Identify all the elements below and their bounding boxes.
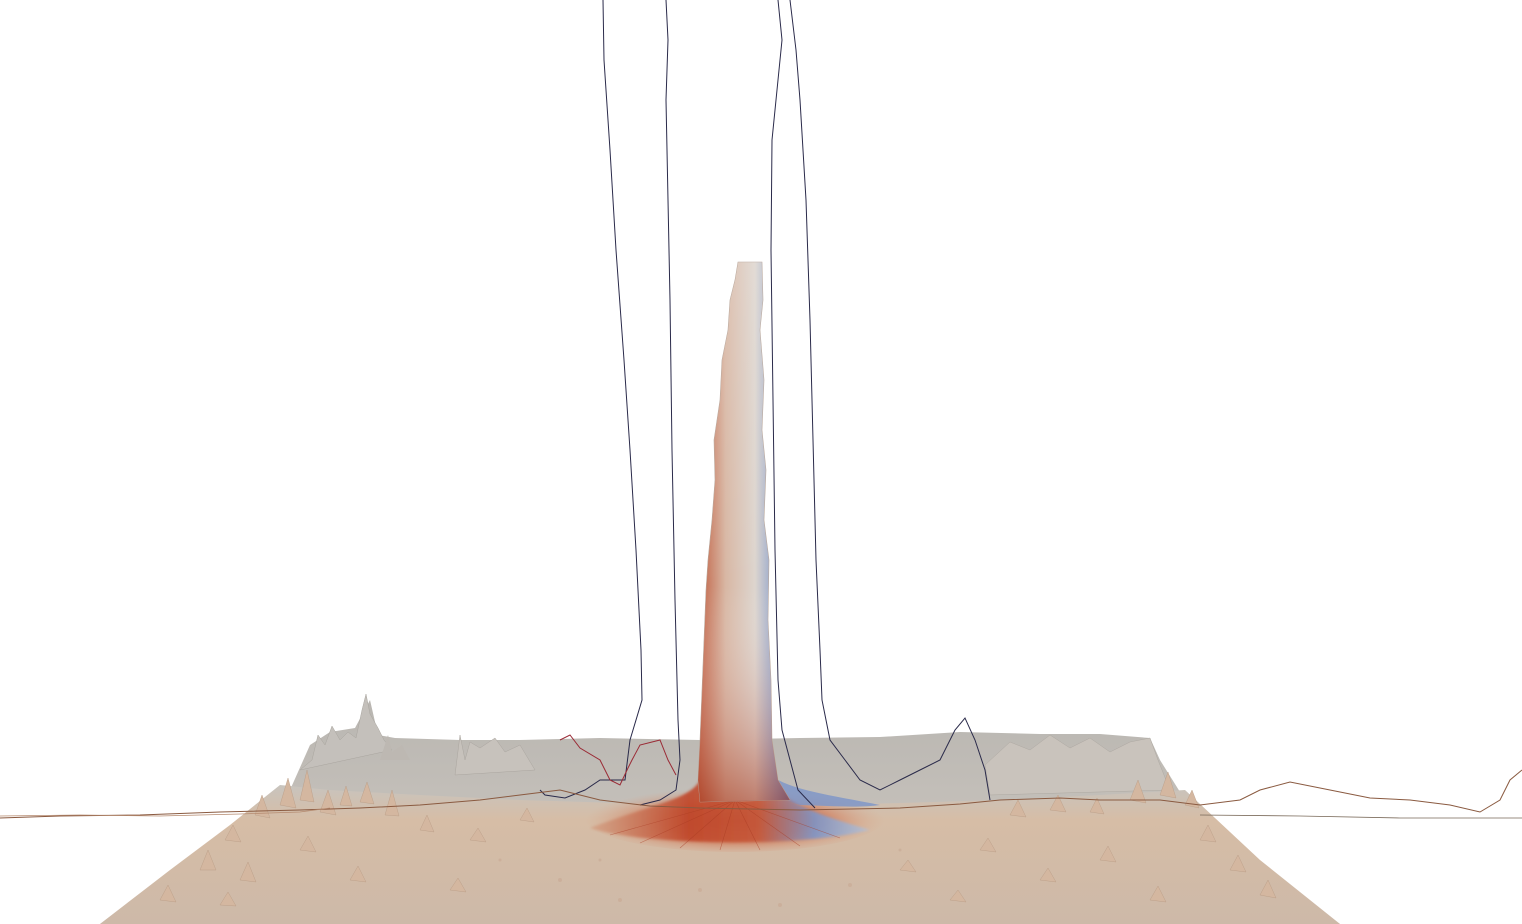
terrain-texture-mid [498, 848, 902, 907]
peak-base-skirt [590, 780, 870, 843]
terrain-bump [454, 734, 536, 776]
peak-base-shadow [770, 775, 880, 807]
profile-line-right [770, 0, 816, 809]
profile-line-left [539, 0, 643, 799]
terrain-bump [380, 735, 410, 760]
profile-line-red [559, 734, 677, 786]
profile-line-horizon [0, 769, 1522, 819]
profile-line-right-outer [789, 0, 991, 801]
spike-shading [698, 262, 790, 802]
profile-line-left-inner [639, 0, 681, 806]
terrain-front-plane [100, 785, 1340, 924]
profile-line-baseline [1199, 814, 1522, 819]
terrain-surface [100, 693, 1340, 924]
terrain-texture-right [899, 771, 1277, 903]
profile-lines [0, 0, 1522, 819]
central-spike [697, 261, 791, 803]
profile-line-horizon-secondary [0, 807, 331, 817]
terrain-bump-right [984, 734, 1171, 796]
